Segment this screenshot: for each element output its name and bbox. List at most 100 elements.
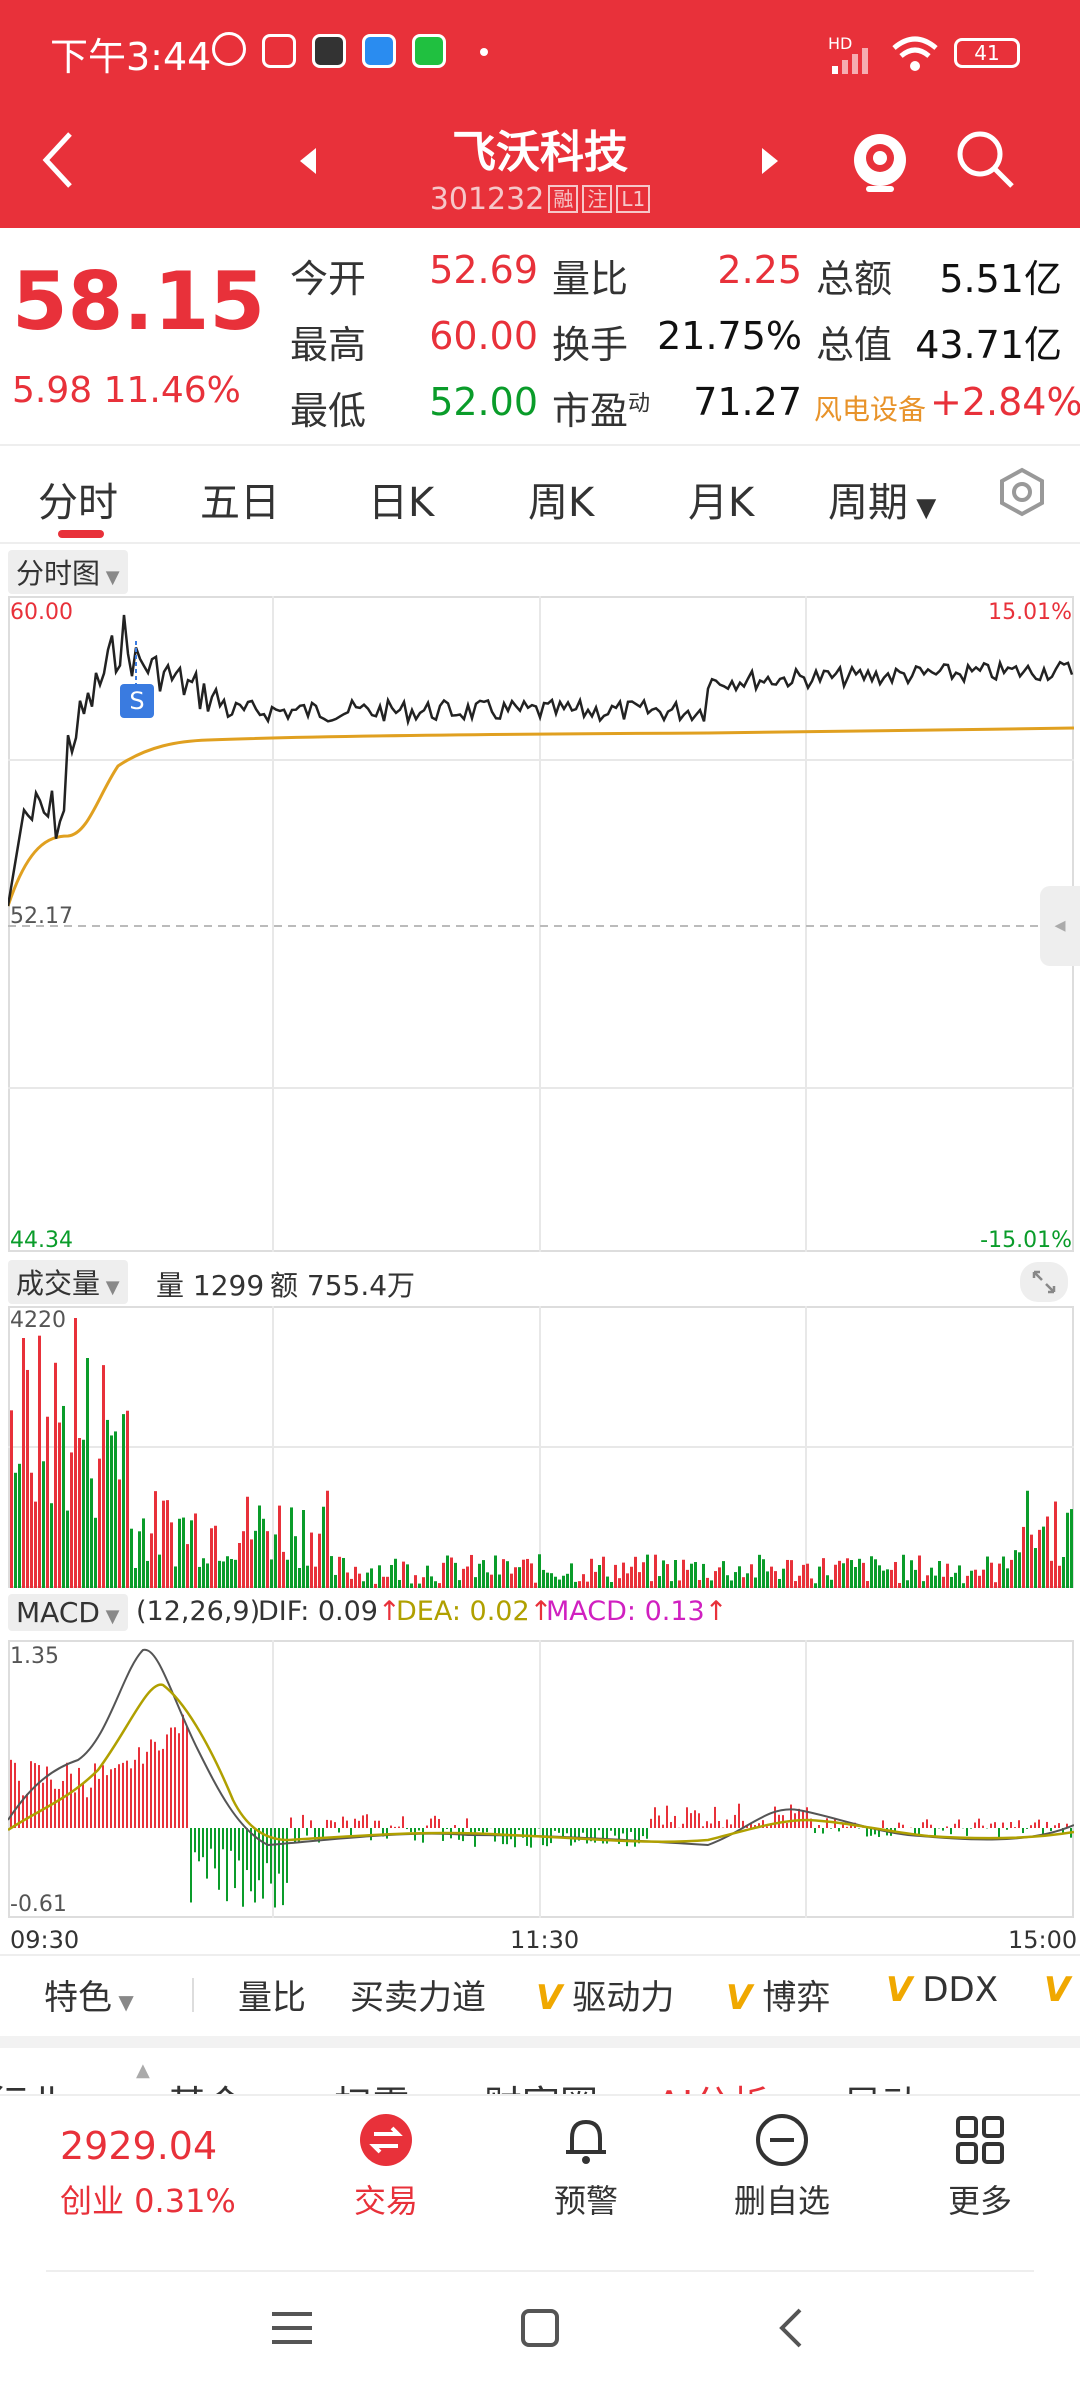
pe-sup: 动 <box>628 391 651 417</box>
sector-label[interactable]: 风电设备 <box>814 393 927 426</box>
sub-tab-community[interactable]: 财富圈 <box>484 2074 598 2094</box>
volume-bar <box>890 1569 893 1588</box>
volume-bar <box>382 1576 385 1588</box>
tab-weekly-k[interactable]: 周K <box>528 480 595 526</box>
prev-stock-icon[interactable] <box>296 146 320 176</box>
macd-bar <box>178 1733 180 1828</box>
back-icon[interactable] <box>38 130 78 190</box>
index-change[interactable]: 创业 0.31% <box>60 2176 236 2222</box>
macd-bar <box>814 1828 816 1834</box>
turnover-amount-label: 总额 <box>816 257 893 301</box>
volume-bar <box>526 1558 529 1588</box>
macd-bar <box>346 1820 348 1828</box>
macd-bar <box>162 1748 164 1828</box>
macd-chart[interactable] <box>8 1640 1074 1918</box>
home-icon[interactable] <box>520 2308 560 2348</box>
tab-daily-k[interactable]: 日K <box>368 480 435 526</box>
volume-bar <box>1034 1548 1037 1588</box>
indicator-volume-ratio[interactable]: 量比 <box>238 1978 306 2018</box>
macd-bar <box>970 1828 972 1829</box>
volume-bar <box>146 1560 149 1588</box>
macd-bar <box>342 1816 344 1828</box>
settings-icon[interactable] <box>996 466 1048 518</box>
volume-bar <box>670 1581 673 1588</box>
sub-tab-ai[interactable]: AI分析 <box>656 2074 769 2094</box>
indicator-game[interactable]: V 博弈 <box>726 1970 830 2019</box>
macd-bar <box>1014 1827 1016 1828</box>
indicator-ddx[interactable]: V DDX <box>886 1970 998 2010</box>
tab-five-day[interactable]: 五日 <box>200 480 280 526</box>
macd-bar <box>1034 1822 1036 1828</box>
volume-bar <box>238 1543 241 1588</box>
volume-bar <box>786 1559 789 1588</box>
nav-trade[interactable]: 交易 <box>306 2112 466 2222</box>
sub-tab-risk[interactable]: 扫雷 <box>334 2074 410 2094</box>
sub-tab-industry[interactable]: 行业 <box>0 2074 66 2094</box>
tab-monthly-k[interactable]: 月K <box>688 480 755 526</box>
indicator-drive[interactable]: V 驱动力 <box>536 1970 674 2019</box>
volume-bar <box>194 1513 197 1588</box>
macd-bar <box>718 1821 720 1828</box>
nav-remove-watchlist[interactable]: 删自选 <box>702 2112 862 2222</box>
next-stock-icon[interactable] <box>758 146 782 176</box>
sub-tab-movement[interactable]: 异动 <box>844 2074 920 2094</box>
macd-bar <box>82 1784 84 1828</box>
nav-more[interactable]: 更多 <box>900 2112 1060 2222</box>
turnover-rate-value: 21.75% <box>657 314 802 358</box>
low-value: 52.00 <box>429 380 538 424</box>
macd-bar <box>610 1828 612 1831</box>
volume-bar <box>510 1573 513 1588</box>
volume-bar <box>954 1572 957 1588</box>
volume-dropdown[interactable]: 成交量 ▼ <box>8 1260 128 1304</box>
macd-bar <box>150 1739 152 1828</box>
indicator-featured[interactable]: 特色 ▼ <box>44 1970 134 2019</box>
volume-bar <box>494 1555 497 1588</box>
volume-bar <box>162 1500 165 1588</box>
volume-bar <box>362 1581 365 1588</box>
sub-tab-fund[interactable]: 基金 <box>168 2074 244 2094</box>
macd-bar <box>270 1828 272 1884</box>
macd-bar <box>210 1828 212 1849</box>
chart-type-dropdown[interactable]: 分时图 ▼ <box>8 550 128 594</box>
sector-change[interactable]: +2.84% <box>930 380 1080 424</box>
volume-bar <box>902 1554 905 1588</box>
expand-icon[interactable] <box>1020 1262 1068 1302</box>
volume-bar <box>502 1559 505 1588</box>
macd-dropdown[interactable]: MACD ▼ <box>8 1594 128 1631</box>
volume-bar <box>598 1565 601 1588</box>
volume-chart[interactable] <box>8 1306 1074 1588</box>
macd-bar <box>222 1828 224 1850</box>
side-handle[interactable]: ◂ <box>1040 886 1080 966</box>
volume-bar <box>738 1566 741 1588</box>
menu-icon[interactable] <box>270 2308 314 2348</box>
tab-intraday[interactable]: 分时 <box>38 480 118 526</box>
macd-bar <box>850 1824 852 1828</box>
indicator-more[interactable]: V <box>1044 1970 1080 2010</box>
divider <box>0 542 1080 544</box>
trade-marker[interactable]: S <box>129 687 144 715</box>
scroll-up-icon[interactable]: ▲ <box>136 2060 150 2081</box>
macd-bar <box>590 1828 592 1842</box>
volume-bar <box>806 1563 809 1588</box>
market-cap-label: 总值 <box>816 323 893 367</box>
tab-period[interactable]: 周期 ▼ <box>828 470 936 528</box>
search-icon[interactable] <box>954 128 1018 192</box>
back-nav-icon[interactable] <box>776 2308 806 2348</box>
nav-alert[interactable]: 预警 <box>506 2112 666 2222</box>
macd-bar <box>374 1820 376 1828</box>
macd-bar <box>322 1828 324 1838</box>
index-value[interactable]: 2929.04 <box>60 2124 218 2168</box>
macd-bar <box>694 1810 696 1828</box>
macd-bar <box>114 1767 116 1828</box>
volume-bar <box>562 1575 565 1588</box>
volume-bar <box>994 1582 997 1588</box>
volume-bar <box>658 1576 661 1588</box>
indicator-buy-sell-force[interactable]: 买卖力道 <box>350 1978 486 2018</box>
volume-bar <box>78 1438 81 1588</box>
mascot-icon[interactable] <box>848 126 912 196</box>
volume-bar <box>906 1580 909 1588</box>
price-chart[interactable]: S <box>8 596 1074 1252</box>
macd-bar <box>294 1828 296 1843</box>
macd-bar <box>726 1819 728 1828</box>
volume-bar <box>1054 1501 1057 1588</box>
